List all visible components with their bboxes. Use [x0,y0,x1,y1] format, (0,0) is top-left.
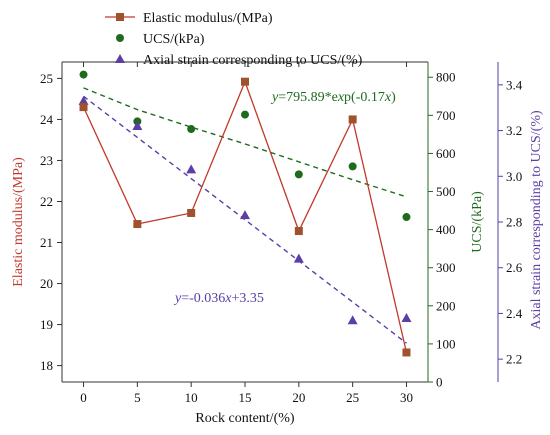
strain-point [293,253,304,263]
left-tick-label: 23 [40,153,53,168]
elastic-point [79,103,88,112]
strain-tick-label: 2.2 [506,352,522,367]
legend: Elastic modulus/(MPa) UCS/(kPa) Axial st… [105,11,363,68]
ticks: 0 5 10 15 20 25 30 18 19 20 21 22 23 24 25 0 100 200 300 40… [40,62,523,405]
data-marks [78,70,412,357]
left-tick-label: 21 [40,235,53,250]
ucs-tick-label: 0 [436,375,443,390]
strain-axis-title: Axial strain corresponding to UCS/(%) [529,110,544,330]
strain-fit-equation: y=-0.036x+3.35 [173,291,264,306]
strain-point [186,164,197,174]
left-tick-label: 22 [40,194,53,209]
elastic-point [294,227,303,236]
fit-lines [83,87,407,344]
left-tick-label: 18 [40,358,53,373]
left-tick-label: 24 [40,112,54,127]
x-tick-label: 30 [400,390,413,405]
left-axis-title: Elastic modulus/(MPa) [11,157,26,287]
left-tick-label: 20 [40,276,53,291]
strain-fit-line [83,95,407,344]
x-tick-label: 25 [346,390,359,405]
strain-tick-label: 3.0 [506,169,522,184]
x-tick-label: 5 [134,390,141,405]
ucs-point [187,125,196,134]
elastic-point [348,115,357,124]
strain-point [78,95,89,105]
ucs-point [79,70,88,79]
strain-tick-label: 2.6 [506,260,523,275]
ucs-point [241,110,249,119]
legend-strain-marker [115,54,125,63]
ucs-fit-equation: y=795.89*exp(-0.17x) [270,90,396,105]
legend-elastic-marker [116,13,124,21]
x-tick-label: 0 [80,390,87,405]
legend-ucs-marker [116,34,124,42]
ucs-tick-label: 200 [436,298,456,313]
strain-tick-label: 3.4 [506,77,523,92]
strain-point [401,313,412,322]
x-tick-label: 10 [185,390,198,405]
ucs-point [294,170,303,179]
legend-elastic-label: Elastic modulus/(MPa) [143,11,273,26]
strain-tick-label: 2.4 [506,306,523,321]
axes-frame [61,61,499,383]
strain-point [240,210,250,220]
strain-tick-label: 3.2 [506,123,522,138]
ucs-point [348,162,357,171]
elastic-point [402,348,411,357]
left-tick-label: 25 [40,71,53,86]
ucs-axis-title: UCS/(kPa) [470,191,485,253]
elastic-point [241,77,249,86]
elastic-point [187,208,196,217]
ucs-tick-label: 500 [436,184,456,199]
legend-ucs-label: UCS/(kPa) [143,32,205,47]
left-tick-label: 19 [40,317,53,332]
x-tick-label: 15 [239,390,252,405]
x-tick-label: 20 [292,390,305,405]
ucs-tick-label: 400 [436,222,456,237]
strain-tick-label: 2.8 [506,215,522,230]
strain-point [132,121,143,130]
strain-point [347,315,358,325]
ucs-tick-label: 800 [436,70,456,85]
ucs-point [402,213,411,222]
x-axis-title: Rock content/(%) [195,411,294,426]
ucs-tick-label: 700 [436,108,456,123]
ucs-tick-label: 100 [436,336,456,351]
legend-strain-label: Axial strain corresponding to UCS/(%) [143,53,363,68]
ucs-fit-line [83,87,407,198]
ucs-tick-label: 300 [436,260,456,275]
ucs-tick-label: 600 [436,146,456,161]
elastic-point [133,220,142,229]
